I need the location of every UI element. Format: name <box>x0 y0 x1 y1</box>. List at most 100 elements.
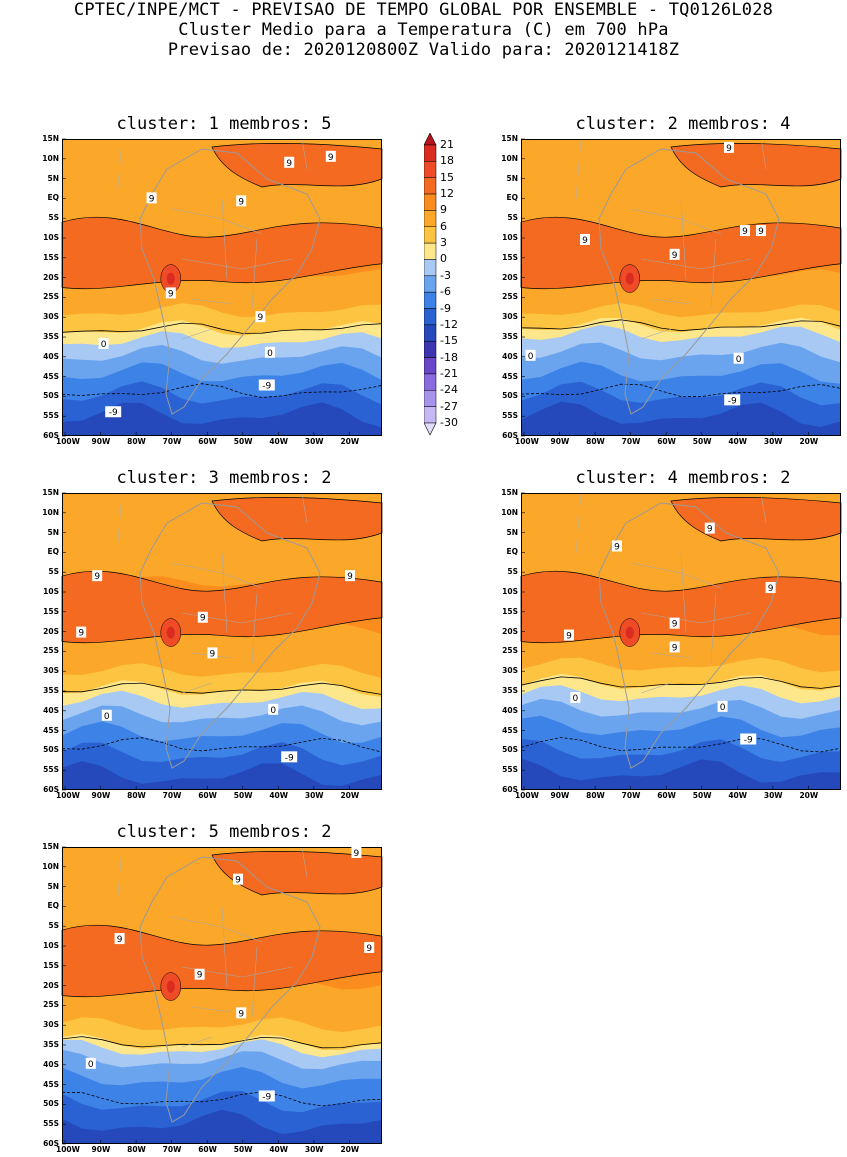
lat-label: 5S <box>507 213 518 223</box>
lon-label: 30W <box>304 1145 324 1154</box>
lon-label: 30W <box>763 791 783 800</box>
colorbar-label: 21 <box>440 138 454 151</box>
lat-label: 10S <box>502 233 518 242</box>
contour-label-box <box>236 1007 247 1019</box>
contour-label-text: 9 <box>347 572 353 582</box>
continent-outline <box>139 856 321 1123</box>
colorbar-segment <box>423 308 437 326</box>
lat-label: 10N <box>501 507 518 517</box>
contour-label-box <box>233 873 243 885</box>
lat-label: EQ <box>47 547 60 557</box>
lon-label: 30W <box>763 437 783 446</box>
temperature-band <box>62 402 382 436</box>
contour-label: 0 <box>85 1057 96 1070</box>
lon-label: 80W <box>127 437 146 446</box>
lat-label: 40S <box>502 351 518 361</box>
contour-label-text: 9 <box>742 227 748 237</box>
contour-label: 9 <box>724 141 734 154</box>
hot-core-center <box>625 626 634 639</box>
lon-label: 40W <box>269 437 289 446</box>
contour-label: -9 <box>258 379 275 392</box>
lat-label: 20S <box>43 980 59 990</box>
lat-label: 35S <box>502 686 518 695</box>
lat-label: 25S <box>43 646 59 656</box>
contour-minus9 <box>61 1091 383 1107</box>
lat-label: EQ <box>506 193 519 203</box>
lat-label: EQ <box>506 547 519 557</box>
lat-label: 25S <box>502 646 518 656</box>
contour-label-text: 0 <box>88 1060 94 1070</box>
contour-label-box <box>101 709 112 721</box>
colorbar-label: 9 <box>440 203 447 217</box>
contour-label: 9 <box>233 873 243 886</box>
lat-label: 15N <box>42 842 59 851</box>
colorbar-label: 3 <box>440 236 447 250</box>
contour-label: 9 <box>165 287 176 299</box>
contour-zero <box>61 322 383 334</box>
contour-minus9 <box>520 737 842 753</box>
lat-label: 10S <box>43 233 59 242</box>
lon-label: 90W <box>91 437 111 446</box>
contour-label-text: 9 <box>366 944 372 954</box>
lat-label: 30S <box>502 666 518 676</box>
contour-label-text: 9 <box>78 629 84 639</box>
colorbar-segment <box>423 144 437 162</box>
lat-label: 60S <box>43 1139 59 1148</box>
contour-label: 9 <box>345 570 355 582</box>
contour-label-text: 9 <box>726 144 732 154</box>
contour-label: 9 <box>364 941 375 954</box>
header-line-3: Previsao de: 2020120800Z Valido para: 20… <box>167 40 680 60</box>
map-svg: 9 9 9 9 9 9 0 -9 <box>61 846 383 1145</box>
panel-title: cluster: 4 membros: 2 <box>575 468 791 488</box>
colorbar-label: -9 <box>440 301 451 315</box>
lat-label: 45S <box>43 725 59 735</box>
contour-label-text: 0 <box>104 712 110 722</box>
lat-label: 20S <box>43 626 59 636</box>
contour-label-text: 9 <box>168 289 174 299</box>
contour-label-box <box>669 248 680 260</box>
continent-outline <box>598 502 780 769</box>
contour-label-text: 9 <box>94 572 100 582</box>
lon-label: 100W <box>56 437 80 446</box>
lat-label: 15S <box>502 606 518 616</box>
continent-outline <box>139 148 321 415</box>
contour-label-box <box>364 941 375 953</box>
contour-label: -9 <box>740 733 757 746</box>
contour-label-box <box>255 311 266 323</box>
contour-label: 9 <box>236 1007 247 1019</box>
colorbar-label: -18 <box>440 350 458 364</box>
lat-label: 5S <box>48 567 59 577</box>
lat-label: 45S <box>502 725 518 735</box>
lon-label: 80W <box>586 437 605 446</box>
lat-label: 10N <box>42 507 59 517</box>
contour-label-box <box>76 626 87 638</box>
contour-minus9 <box>61 737 383 753</box>
map-frame <box>62 493 382 790</box>
colorbar-segment <box>423 406 437 424</box>
colorbar-label: 18 <box>440 154 454 168</box>
colorbar-label: -15 <box>440 334 458 348</box>
colorbar-segment <box>423 324 437 342</box>
lon-label: 70W <box>162 437 182 446</box>
lon-label: 50W <box>233 437 253 446</box>
lon-label: 30W <box>304 791 324 800</box>
warm-region-north <box>211 851 383 896</box>
colorbar-segment <box>423 373 437 391</box>
lon-label: 90W <box>91 791 111 800</box>
lat-label: 40S <box>43 351 59 361</box>
contour-zero <box>61 682 383 695</box>
panel-title: cluster: 2 membros: 4 <box>575 114 791 134</box>
lat-label: 55S <box>43 1119 59 1129</box>
lon-label: 100W <box>515 791 539 800</box>
colorbar-label: -12 <box>440 317 458 331</box>
colorbar-segment <box>423 210 437 228</box>
warm-region-north <box>211 143 383 188</box>
contour-label-box <box>207 647 218 659</box>
lat-label: 45S <box>43 371 59 381</box>
lon-label: 60W <box>657 791 676 800</box>
contour-label: 9 <box>612 540 622 552</box>
lat-label: EQ <box>47 193 60 203</box>
contour-label-box <box>258 379 275 391</box>
contour-zero <box>61 1036 383 1049</box>
lat-label: 15N <box>42 134 59 143</box>
